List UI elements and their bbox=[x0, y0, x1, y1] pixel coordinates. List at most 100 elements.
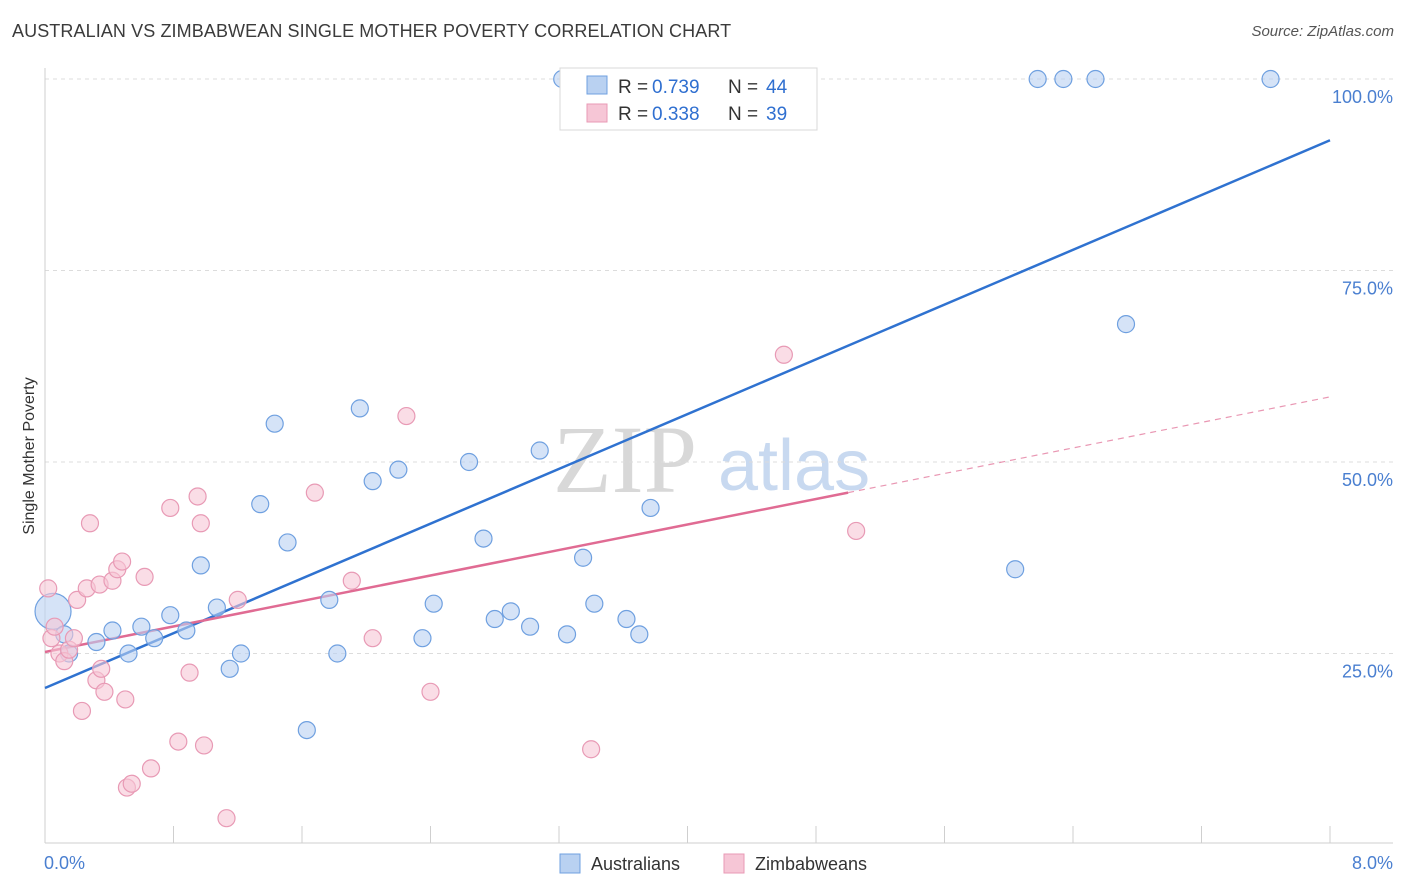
x-tick-label-min: 0.0% bbox=[44, 853, 85, 873]
point-zimbabweans bbox=[169, 732, 188, 751]
y-tick-label-75: 75.0% bbox=[1342, 279, 1393, 299]
point-australians bbox=[87, 632, 106, 652]
point-australians bbox=[1028, 69, 1047, 89]
point-australians bbox=[328, 644, 347, 663]
y-axis-title: Single Mother Poverty bbox=[21, 377, 38, 534]
point-australians bbox=[177, 621, 196, 640]
point-australians bbox=[1054, 69, 1073, 89]
point-zimbabweans bbox=[161, 498, 180, 518]
source-credit: Source: ZipAtlas.com bbox=[1251, 23, 1394, 40]
point-australians bbox=[630, 625, 649, 644]
point-australians bbox=[363, 472, 382, 491]
bottom-legend: Australians Zimbabweans bbox=[559, 853, 867, 874]
y-tick-label-50: 50.0% bbox=[1342, 470, 1393, 490]
point-australians bbox=[119, 644, 138, 663]
legend-n-label-2: N = bbox=[728, 104, 758, 125]
point-australians bbox=[145, 629, 164, 648]
point-zimbabweans bbox=[342, 571, 361, 590]
point-australians bbox=[585, 594, 604, 613]
point-zimbabweans bbox=[112, 552, 132, 571]
point-zimbabweans bbox=[39, 579, 58, 598]
point-zimbabweans bbox=[180, 663, 199, 682]
point-australians bbox=[557, 625, 577, 644]
point-australians bbox=[459, 452, 479, 472]
point-australians bbox=[413, 629, 432, 648]
point-australians bbox=[132, 617, 151, 636]
point-australians bbox=[520, 617, 540, 636]
point-australians bbox=[389, 460, 408, 479]
grid-lines bbox=[45, 78, 1393, 654]
axes bbox=[44, 68, 1393, 844]
bottom-legend-swatch-australians bbox=[559, 853, 581, 874]
point-australians bbox=[278, 533, 297, 552]
point-zimbabweans bbox=[363, 629, 382, 648]
point-australians bbox=[207, 598, 226, 617]
point-zimbabweans bbox=[92, 659, 111, 678]
point-australians bbox=[103, 621, 122, 640]
point-australians bbox=[265, 414, 284, 433]
x-tick-label-max: 8.0% bbox=[1352, 853, 1393, 873]
y-tick-label-25: 25.0% bbox=[1342, 662, 1393, 682]
point-australians bbox=[573, 548, 593, 567]
legend-n-value-1: 44 bbox=[766, 77, 788, 98]
point-australians bbox=[501, 602, 520, 621]
legend-r-value-1: 0.739 bbox=[652, 77, 700, 98]
point-zimbabweans bbox=[135, 567, 154, 587]
bottom-legend-swatch-zimbabweans bbox=[723, 853, 745, 874]
point-zimbabweans bbox=[188, 487, 207, 506]
point-australians bbox=[1086, 69, 1105, 89]
point-australians bbox=[1261, 69, 1280, 89]
legend: R = 0.739 N = 44 R = 0.338 N = 39 bbox=[559, 67, 818, 131]
legend-n-label-1: N = bbox=[728, 77, 758, 98]
watermark-zip: ZIP bbox=[553, 406, 697, 513]
legend-swatch-australians bbox=[586, 75, 608, 95]
point-zimbabweans bbox=[582, 740, 601, 759]
data-points bbox=[34, 69, 1280, 828]
point-australians bbox=[1006, 560, 1025, 579]
point-zimbabweans bbox=[95, 682, 114, 701]
point-australians bbox=[474, 529, 493, 548]
point-zimbabweans bbox=[397, 406, 416, 426]
point-zimbabweans bbox=[217, 809, 236, 828]
bottom-legend-australians: Australians bbox=[591, 854, 680, 874]
point-zimbabweans bbox=[72, 701, 92, 721]
point-zimbabweans bbox=[45, 617, 64, 636]
point-zimbabweans bbox=[80, 514, 100, 533]
point-zimbabweans bbox=[64, 629, 84, 648]
point-australians bbox=[297, 720, 316, 740]
point-zimbabweans bbox=[194, 736, 214, 755]
point-zimbabweans bbox=[191, 514, 210, 533]
y-tick-label-100: 100.0% bbox=[1332, 87, 1393, 107]
point-zimbabweans bbox=[305, 483, 324, 502]
trend-extension-zimbabweans bbox=[848, 396, 1331, 494]
point-australians bbox=[231, 644, 251, 663]
watermark: ZIP atlas bbox=[553, 406, 870, 513]
point-zimbabweans bbox=[141, 759, 161, 778]
legend-r-value-2: 0.338 bbox=[652, 104, 700, 125]
bottom-legend-zimbabweans: Zimbabweans bbox=[755, 854, 867, 874]
point-zimbabweans bbox=[774, 345, 793, 364]
point-australians bbox=[641, 498, 660, 518]
point-australians bbox=[191, 556, 210, 575]
point-australians bbox=[617, 609, 636, 629]
point-australians bbox=[220, 659, 239, 678]
legend-r-label-1: R = bbox=[618, 77, 648, 98]
point-australians bbox=[530, 441, 549, 460]
point-zimbabweans bbox=[122, 774, 141, 793]
point-australians bbox=[424, 594, 443, 613]
point-australians bbox=[350, 399, 369, 418]
point-australians bbox=[161, 606, 180, 625]
legend-n-value-2: 39 bbox=[766, 104, 787, 125]
point-australians bbox=[251, 495, 270, 514]
point-zimbabweans bbox=[116, 690, 135, 709]
point-zimbabweans bbox=[421, 682, 440, 701]
trend-line-australians bbox=[44, 139, 1331, 690]
y-tick-labels: 25.0% 50.0% 75.0% 100.0% bbox=[1332, 87, 1393, 682]
point-zimbabweans bbox=[847, 521, 866, 541]
legend-r-label-2: R = bbox=[618, 104, 648, 125]
point-australians bbox=[1116, 315, 1136, 334]
chart-title: AUSTRALIAN VS ZIMBABWEAN SINGLE MOTHER P… bbox=[12, 21, 732, 41]
point-australians bbox=[485, 609, 504, 629]
point-australians bbox=[320, 590, 339, 609]
